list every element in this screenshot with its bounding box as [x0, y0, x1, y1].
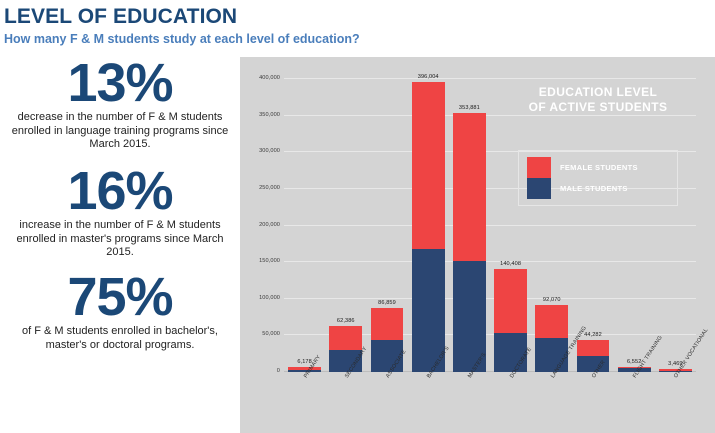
bar-value-label: 396,004: [417, 73, 439, 80]
legend-swatch-male-icon: [527, 178, 551, 199]
bar-group: 396,004 BACHELOR'S: [411, 74, 451, 379]
x-axis-category-label: FLIGHT TRAINING: [632, 334, 665, 380]
gridline: 250,000: [259, 185, 696, 191]
bar-group: 6,552 FLIGHT TRAINING: [617, 335, 664, 379]
stat-block-3: 75% of F & M students enrolled in bachel…: [0, 267, 240, 352]
y-axis-tick-label: 50,000: [262, 331, 280, 338]
bar-value-label: 62,386: [336, 318, 355, 325]
stat-description-3: of F & M students enrolled in bachelor's…: [22, 324, 218, 351]
stat-number-1: 13%: [67, 53, 173, 113]
bar-segment-male: [329, 349, 363, 372]
legend-item-male: MALE STUDENTS: [527, 178, 669, 199]
y-axis-tick-label: 400,000: [259, 75, 280, 81]
bar-group: 140,408 DOCTORATE: [494, 261, 533, 379]
bar-value-label: 353,881: [458, 104, 480, 111]
bar-value-label: 6,178: [297, 359, 312, 366]
bar-segment-female: [617, 367, 651, 369]
bar-segment-female: [452, 112, 486, 261]
bar-value-label: 3,469: [668, 361, 683, 368]
gridline: 150,000: [259, 258, 696, 264]
bar-group: 3,469 OTHER VOCATIONAL: [658, 327, 710, 379]
header: LEVEL OF EDUCATION How many F & M studen…: [4, 5, 474, 47]
chart-heading: EDUCATION LEVEL OF ACTIVE STUDENTS: [498, 85, 698, 116]
gridline: 400,000: [259, 75, 696, 81]
stats-column: 13% decrease in the number of F & M stud…: [0, 53, 240, 362]
bar-segment-female: [576, 339, 610, 356]
bar-group: 44,282 OTHER: [576, 332, 610, 379]
bar-value-label: 6,552: [626, 359, 642, 366]
stat-description-1: decrease in the number of F & M students…: [11, 110, 229, 151]
legend-item-female: FEMALE STUDENTS: [527, 157, 669, 178]
gridline: 200,000: [259, 222, 696, 228]
page-subtitle: How many F & M students study at each le…: [4, 32, 360, 47]
bar-group: 353,881 MASTER'S: [452, 105, 488, 379]
y-axis-tick-label: 100,000: [259, 294, 280, 301]
bar-segment-male: [658, 370, 692, 372]
stat-block-2: 16% increase in the number of F & M stud…: [0, 161, 240, 260]
gridline: 100,000: [259, 295, 696, 301]
bar-group: 86,859 ASSOCIATE: [370, 300, 408, 379]
bar-segment-female: [658, 369, 692, 371]
stat-description-2: increase in the number of F & M students…: [16, 218, 224, 259]
bar-segment-male: [576, 355, 610, 372]
bar-group: 92,070 LANGUAGE TRAINING: [535, 297, 588, 379]
gridline: 350,000: [259, 112, 696, 118]
gridline: 50,000: [262, 331, 696, 337]
bar-series: 6,178 PRIMARY 62,386 SECONDARY 86,859 ASSOCIA…: [284, 74, 710, 379]
y-axis-tick-label: 0: [276, 368, 280, 374]
bar-group: 62,386 SECONDARY: [329, 318, 368, 379]
legend-label-male: MALE STUDENTS: [560, 184, 628, 193]
bar-segment-female: [494, 269, 528, 334]
bar-group: 6,178 PRIMARY: [288, 354, 322, 379]
y-axis-tick-label: 150,000: [259, 258, 280, 265]
legend-swatch-female-icon: [527, 157, 551, 178]
bar-segment-female: [370, 308, 404, 341]
bar-segment-female: [329, 326, 363, 350]
y-axis-tick-label: 250,000: [259, 184, 280, 191]
chart-panel: 0 50,000 100,000 150,000 200,000 250,000 300,0…: [240, 57, 715, 433]
bar-value-label: 44,282: [584, 331, 602, 338]
y-axis-tick-label: 300,000: [259, 148, 280, 155]
plot-area: 0 50,000 100,000 150,000 200,000 250,000 300,0…: [259, 74, 710, 379]
bar-segment-male: [535, 337, 569, 372]
stat-block-1: 13% decrease in the number of F & M stud…: [0, 53, 240, 152]
bar-value-label: 86,859: [378, 300, 396, 307]
bar-segment-female: [288, 367, 322, 370]
chart-heading-line1: EDUCATION LEVEL: [538, 85, 658, 99]
bar-segment-female: [411, 81, 445, 249]
stat-number-2: 16%: [67, 161, 173, 222]
bar-segment-male: [452, 260, 486, 372]
stat-number-3: 75%: [67, 267, 173, 328]
bar-segment-male: [370, 340, 404, 372]
bar-segment-male: [617, 368, 651, 372]
y-axis-tick-label: 200,000: [259, 221, 280, 228]
x-axis-baseline: [284, 371, 696, 372]
chart-area: 0 50,000 100,000 150,000 200,000 250,000 300,0…: [240, 57, 715, 433]
bar-segment-male: [494, 333, 528, 372]
bar-value-label: 140,408: [500, 261, 522, 268]
legend-label-female: FEMALE STUDENTS: [560, 163, 638, 172]
bar-segment-male: [411, 248, 445, 372]
gridline: 300,000: [259, 148, 696, 154]
chart-legend: FEMALE STUDENTS MALE STUDENTS: [518, 150, 678, 206]
bar-segment-female: [535, 304, 569, 338]
chart-heading-line2: OF ACTIVE STUDENTS: [528, 100, 668, 115]
page-title: LEVEL OF EDUCATION: [4, 5, 238, 28]
bar-value-label: 92,070: [542, 296, 561, 303]
bar-segment-male: [288, 369, 322, 372]
y-axis-tick-label: 350,000: [259, 111, 280, 118]
